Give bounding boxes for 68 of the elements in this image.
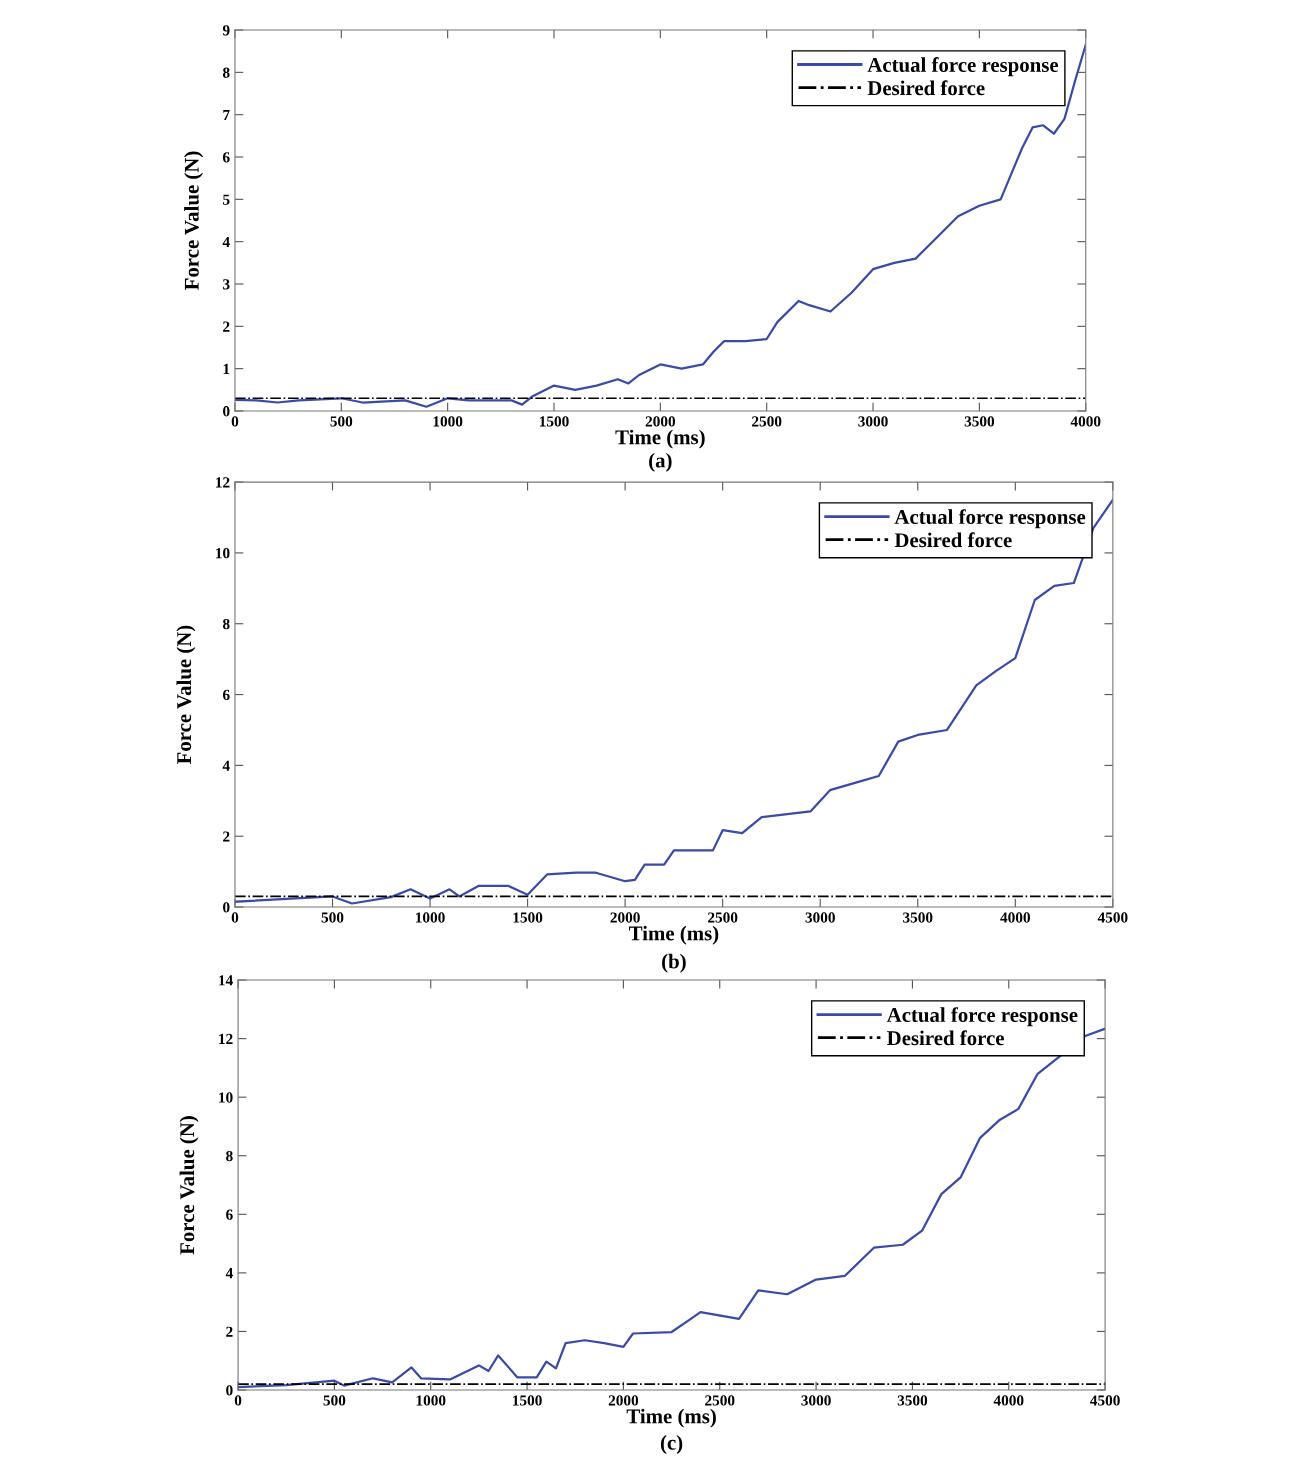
x-tick-label: 500 bbox=[321, 912, 344, 923]
line-series bbox=[234, 43, 1086, 408]
x-tick-label: 2500 bbox=[705, 1395, 735, 1406]
x-tick-label: 0 bbox=[234, 1395, 242, 1406]
x-tick-label: 1000 bbox=[416, 1395, 446, 1406]
y-tick-label: 2 bbox=[226, 1326, 233, 1337]
legend-label: Actual force response bbox=[867, 57, 1059, 77]
y-tick-label: 4 bbox=[222, 236, 230, 247]
y-tick-label: 1 bbox=[223, 363, 230, 374]
y-tick-label: 12 bbox=[219, 1033, 233, 1044]
y-axis-title: Force Value (N) bbox=[179, 1116, 199, 1255]
x-tick-label: 3500 bbox=[897, 1395, 928, 1406]
x-axis-title: Time (ms) bbox=[615, 429, 705, 449]
y-tick-label: 10 bbox=[219, 1092, 233, 1103]
legend-label: Actual force response bbox=[886, 1007, 1078, 1027]
x-tick-label: 3000 bbox=[801, 1395, 831, 1406]
x-tick-label: 2000 bbox=[608, 1395, 639, 1406]
y-tick-label: 6 bbox=[222, 152, 230, 163]
y-tick-label: 6 bbox=[222, 689, 230, 701]
y-tick-label: 8 bbox=[222, 67, 230, 78]
y-tick-label: 5 bbox=[223, 194, 230, 205]
y-tick-label: 7 bbox=[223, 109, 230, 120]
x-tick-label: 1000 bbox=[433, 416, 463, 427]
y-tick-label: 12 bbox=[216, 477, 230, 488]
y-tick-label: 6 bbox=[226, 1209, 233, 1220]
x-axis-title: Time (ms) bbox=[626, 1408, 716, 1428]
legend-label: Actual force response bbox=[894, 509, 1086, 529]
x-tick-label: 4500 bbox=[1097, 912, 1128, 923]
x-tick-label: 1500 bbox=[513, 912, 543, 923]
y-tick-label: 9 bbox=[222, 25, 230, 36]
y-tick-label: 2 bbox=[223, 831, 230, 842]
x-tick-label: 1500 bbox=[513, 1395, 542, 1406]
x-tick-label: 3000 bbox=[805, 912, 835, 923]
y-tick-label: 10 bbox=[216, 548, 230, 559]
x-axis-title: Time (ms) bbox=[628, 925, 719, 945]
x-tick-label: 500 bbox=[330, 416, 353, 427]
x-tick-label: 4000 bbox=[993, 1395, 1024, 1406]
x-tick-label: 2500 bbox=[752, 416, 782, 427]
y-tick-label: 0 bbox=[223, 902, 230, 913]
y-axis-title: Force Value (N) bbox=[176, 625, 196, 765]
y-tick-label: 4 bbox=[225, 1268, 233, 1279]
x-tick-label: 3500 bbox=[903, 912, 933, 923]
legend-label: Desired force bbox=[894, 532, 1012, 548]
y-tick-label: 4 bbox=[222, 760, 230, 771]
x-tick-label: 1000 bbox=[415, 912, 445, 923]
y-tick-label: 8 bbox=[222, 618, 230, 630]
text: (c) bbox=[660, 1435, 683, 1454]
x-tick-label: 1500 bbox=[539, 416, 569, 427]
x-tick-label: 500 bbox=[323, 1395, 346, 1406]
x-tick-label: 3500 bbox=[964, 416, 995, 427]
x-tick-label: 2500 bbox=[708, 912, 738, 923]
x-tick-label: 4000 bbox=[1070, 416, 1101, 427]
x-tick-label: 3000 bbox=[858, 416, 888, 427]
y-tick-label: 3 bbox=[223, 279, 230, 290]
x-tick-label: 4000 bbox=[1000, 912, 1030, 923]
y-tick-label: 2 bbox=[223, 321, 230, 332]
y-tick-label: 0 bbox=[226, 1385, 233, 1396]
y-axis-title: Force Value (N) bbox=[184, 151, 204, 290]
x-tick-label: 2000 bbox=[645, 416, 676, 427]
y-tick-label: 14 bbox=[219, 975, 233, 986]
text: (a) bbox=[649, 452, 672, 472]
text: (b) bbox=[662, 953, 686, 973]
y-tick-label: 8 bbox=[226, 1150, 233, 1162]
legend-label: Desired force bbox=[887, 1030, 1004, 1046]
legend-label: Desired force bbox=[867, 80, 985, 96]
x-tick-label: 4500 bbox=[1090, 1395, 1120, 1406]
x-tick-label: 2000 bbox=[610, 912, 640, 923]
y-tick-label: 0 bbox=[223, 406, 230, 417]
